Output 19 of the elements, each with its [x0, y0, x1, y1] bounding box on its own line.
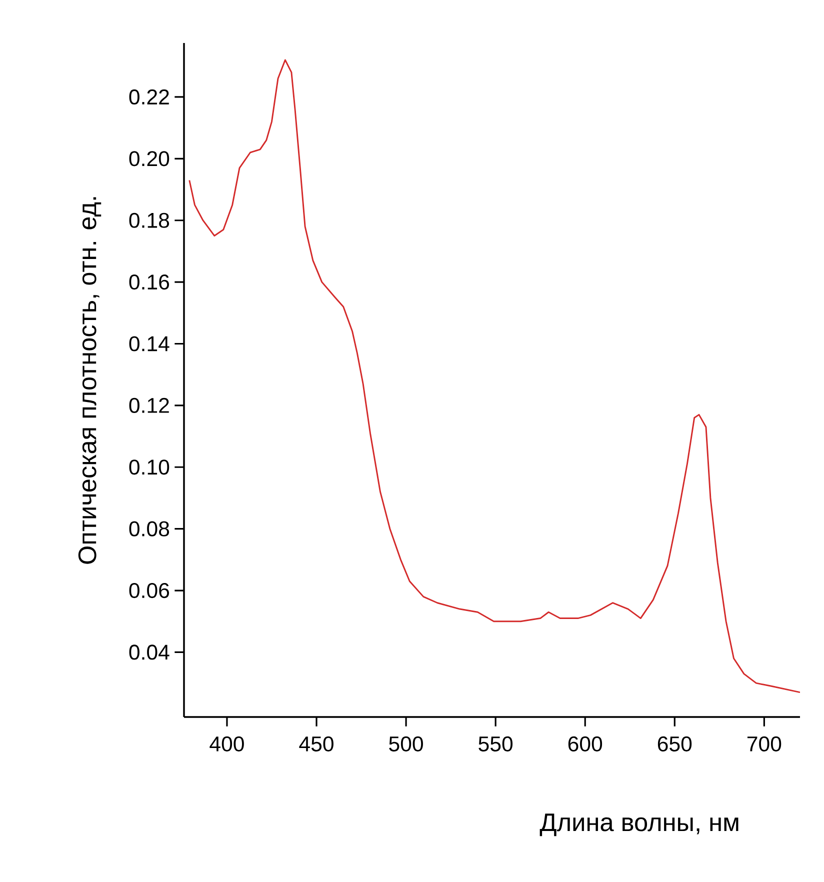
x-tick-label: 400: [210, 736, 244, 752]
y-tick-label: 0.20: [129, 151, 170, 166]
y-tick-label: 0.04: [129, 644, 170, 660]
y-tick-label: 0.08: [129, 521, 170, 536]
y-tick-label: 0.14: [129, 336, 170, 352]
y-tick-label: 0.12: [129, 398, 169, 413]
x-tick-label: 500: [389, 736, 423, 752]
x-tick-label: 450: [299, 736, 334, 752]
x-tick-label: 700: [747, 736, 782, 752]
y-tick-label: 0.22: [129, 89, 169, 105]
x-tick-label: 550: [478, 736, 513, 752]
x-axis-title: Длина волны, нм: [540, 814, 738, 836]
y-tick-label: 0.18: [129, 212, 170, 228]
y-tick-label: 0.10: [129, 460, 170, 475]
y-tick-label: 0.06: [129, 582, 169, 598]
x-tick-label: 650: [658, 736, 692, 752]
x-tick-label: 600: [568, 736, 602, 752]
y-tick-label: 0.16: [129, 274, 169, 290]
y-axis-title: Оптическая плотность, отн. ед.: [78, 197, 102, 564]
